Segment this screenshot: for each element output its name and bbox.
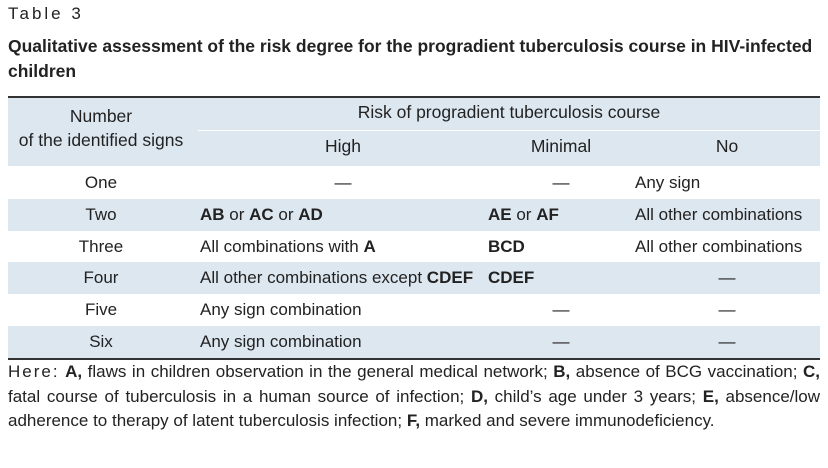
table-caption: Qualitative assessment of the risk degre… (8, 36, 813, 81)
table-label: Table 3 (8, 4, 84, 23)
table-row: Four All other combinations except CDEF … (8, 262, 820, 295)
high-cell: Any sign combination (200, 300, 362, 320)
table-row: Two AB or AC or AD AE or AF All other co… (8, 198, 820, 231)
number-cell: One (84, 173, 118, 192)
number-header-line1: Number (69, 106, 133, 126)
table-row: One — — Any sign (8, 167, 820, 199)
number-cell: Four (83, 268, 119, 288)
number-cell: Two (85, 204, 117, 224)
number-cell: Three (78, 236, 124, 256)
table-row: Six Any sign combination — — (8, 325, 820, 358)
high-cell: All other combinations except CDEF (200, 268, 474, 288)
minimal-cell: BCD (488, 236, 525, 256)
no-cell: — (718, 268, 736, 288)
high-cell: AB or AC or AD (200, 204, 323, 224)
high-column-header: High (325, 136, 361, 156)
minimal-column-header: Minimal (530, 136, 592, 156)
high-cell: Any sign combination (200, 331, 362, 351)
number-column-header: Number of the identified signs (8, 104, 194, 152)
table-row: Three All combinations with A BCD All ot… (8, 231, 820, 263)
no-cell: All other combinations (635, 204, 803, 224)
minimal-cell: AE or AF (488, 204, 559, 224)
footnote-lead: Here: (8, 362, 60, 381)
no-cell: All other combinations (635, 236, 803, 256)
no-cell: — (718, 300, 736, 320)
no-column-header: No (715, 136, 739, 156)
number-header-line2: of the identified signs (18, 130, 184, 150)
table-footnote: Here: A, flaws in children observation i… (8, 362, 821, 430)
no-cell: — (718, 331, 736, 351)
minimal-cell: — (552, 300, 570, 320)
high-cell: All combinations with A (200, 236, 376, 256)
minimal-cell: — (552, 331, 570, 351)
header-divider (198, 130, 820, 131)
risk-table: Number of the identified signs Risk of p… (8, 96, 820, 360)
risk-group-header: Risk of progradient tuberculosis course (357, 102, 661, 122)
table-row: Five Any sign combination — — (8, 294, 820, 326)
high-cell: — (334, 173, 352, 192)
minimal-cell: CDEF (488, 268, 535, 288)
number-cell: Six (89, 331, 113, 351)
table-header: Number of the identified signs Risk of p… (8, 98, 820, 167)
minimal-cell: — (552, 173, 570, 192)
no-cell: Any sign (635, 173, 701, 192)
number-cell: Five (84, 300, 118, 320)
